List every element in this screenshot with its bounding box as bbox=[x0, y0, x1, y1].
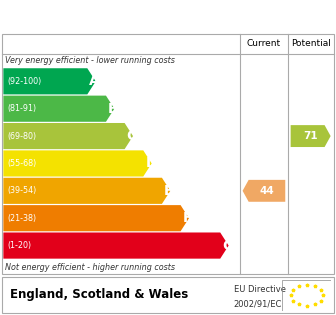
Text: (69-80): (69-80) bbox=[7, 132, 37, 140]
Text: 44: 44 bbox=[260, 186, 275, 196]
Text: (92-100): (92-100) bbox=[7, 77, 42, 86]
Polygon shape bbox=[3, 205, 189, 231]
Polygon shape bbox=[291, 125, 331, 147]
Text: Very energy efficient - lower running costs: Very energy efficient - lower running co… bbox=[5, 56, 175, 66]
Text: D: D bbox=[145, 157, 157, 170]
Polygon shape bbox=[3, 150, 152, 176]
Text: EU Directive: EU Directive bbox=[234, 285, 286, 294]
Text: England, Scotland & Wales: England, Scotland & Wales bbox=[10, 288, 188, 301]
Text: Energy Efficiency Rating: Energy Efficiency Rating bbox=[10, 9, 220, 24]
Text: Potential: Potential bbox=[291, 39, 331, 49]
Polygon shape bbox=[3, 232, 228, 259]
Polygon shape bbox=[3, 123, 133, 149]
Text: C: C bbox=[127, 129, 137, 143]
Text: Current: Current bbox=[247, 39, 281, 49]
Text: Not energy efficient - higher running costs: Not energy efficient - higher running co… bbox=[5, 263, 175, 272]
Text: (81-91): (81-91) bbox=[7, 104, 37, 113]
Polygon shape bbox=[3, 96, 114, 122]
Text: (21-38): (21-38) bbox=[7, 214, 37, 223]
Text: B: B bbox=[108, 102, 119, 116]
Text: E: E bbox=[164, 184, 173, 198]
Polygon shape bbox=[243, 180, 285, 202]
Text: 2002/91/EC: 2002/91/EC bbox=[234, 300, 282, 308]
Text: (1-20): (1-20) bbox=[7, 241, 32, 250]
Polygon shape bbox=[3, 178, 170, 204]
Text: (39-54): (39-54) bbox=[7, 186, 37, 195]
Text: F: F bbox=[182, 211, 192, 225]
Text: G: G bbox=[222, 238, 234, 253]
Text: 71: 71 bbox=[303, 131, 318, 141]
Text: (55-68): (55-68) bbox=[7, 159, 37, 168]
Polygon shape bbox=[3, 68, 96, 94]
Text: A: A bbox=[89, 74, 100, 88]
